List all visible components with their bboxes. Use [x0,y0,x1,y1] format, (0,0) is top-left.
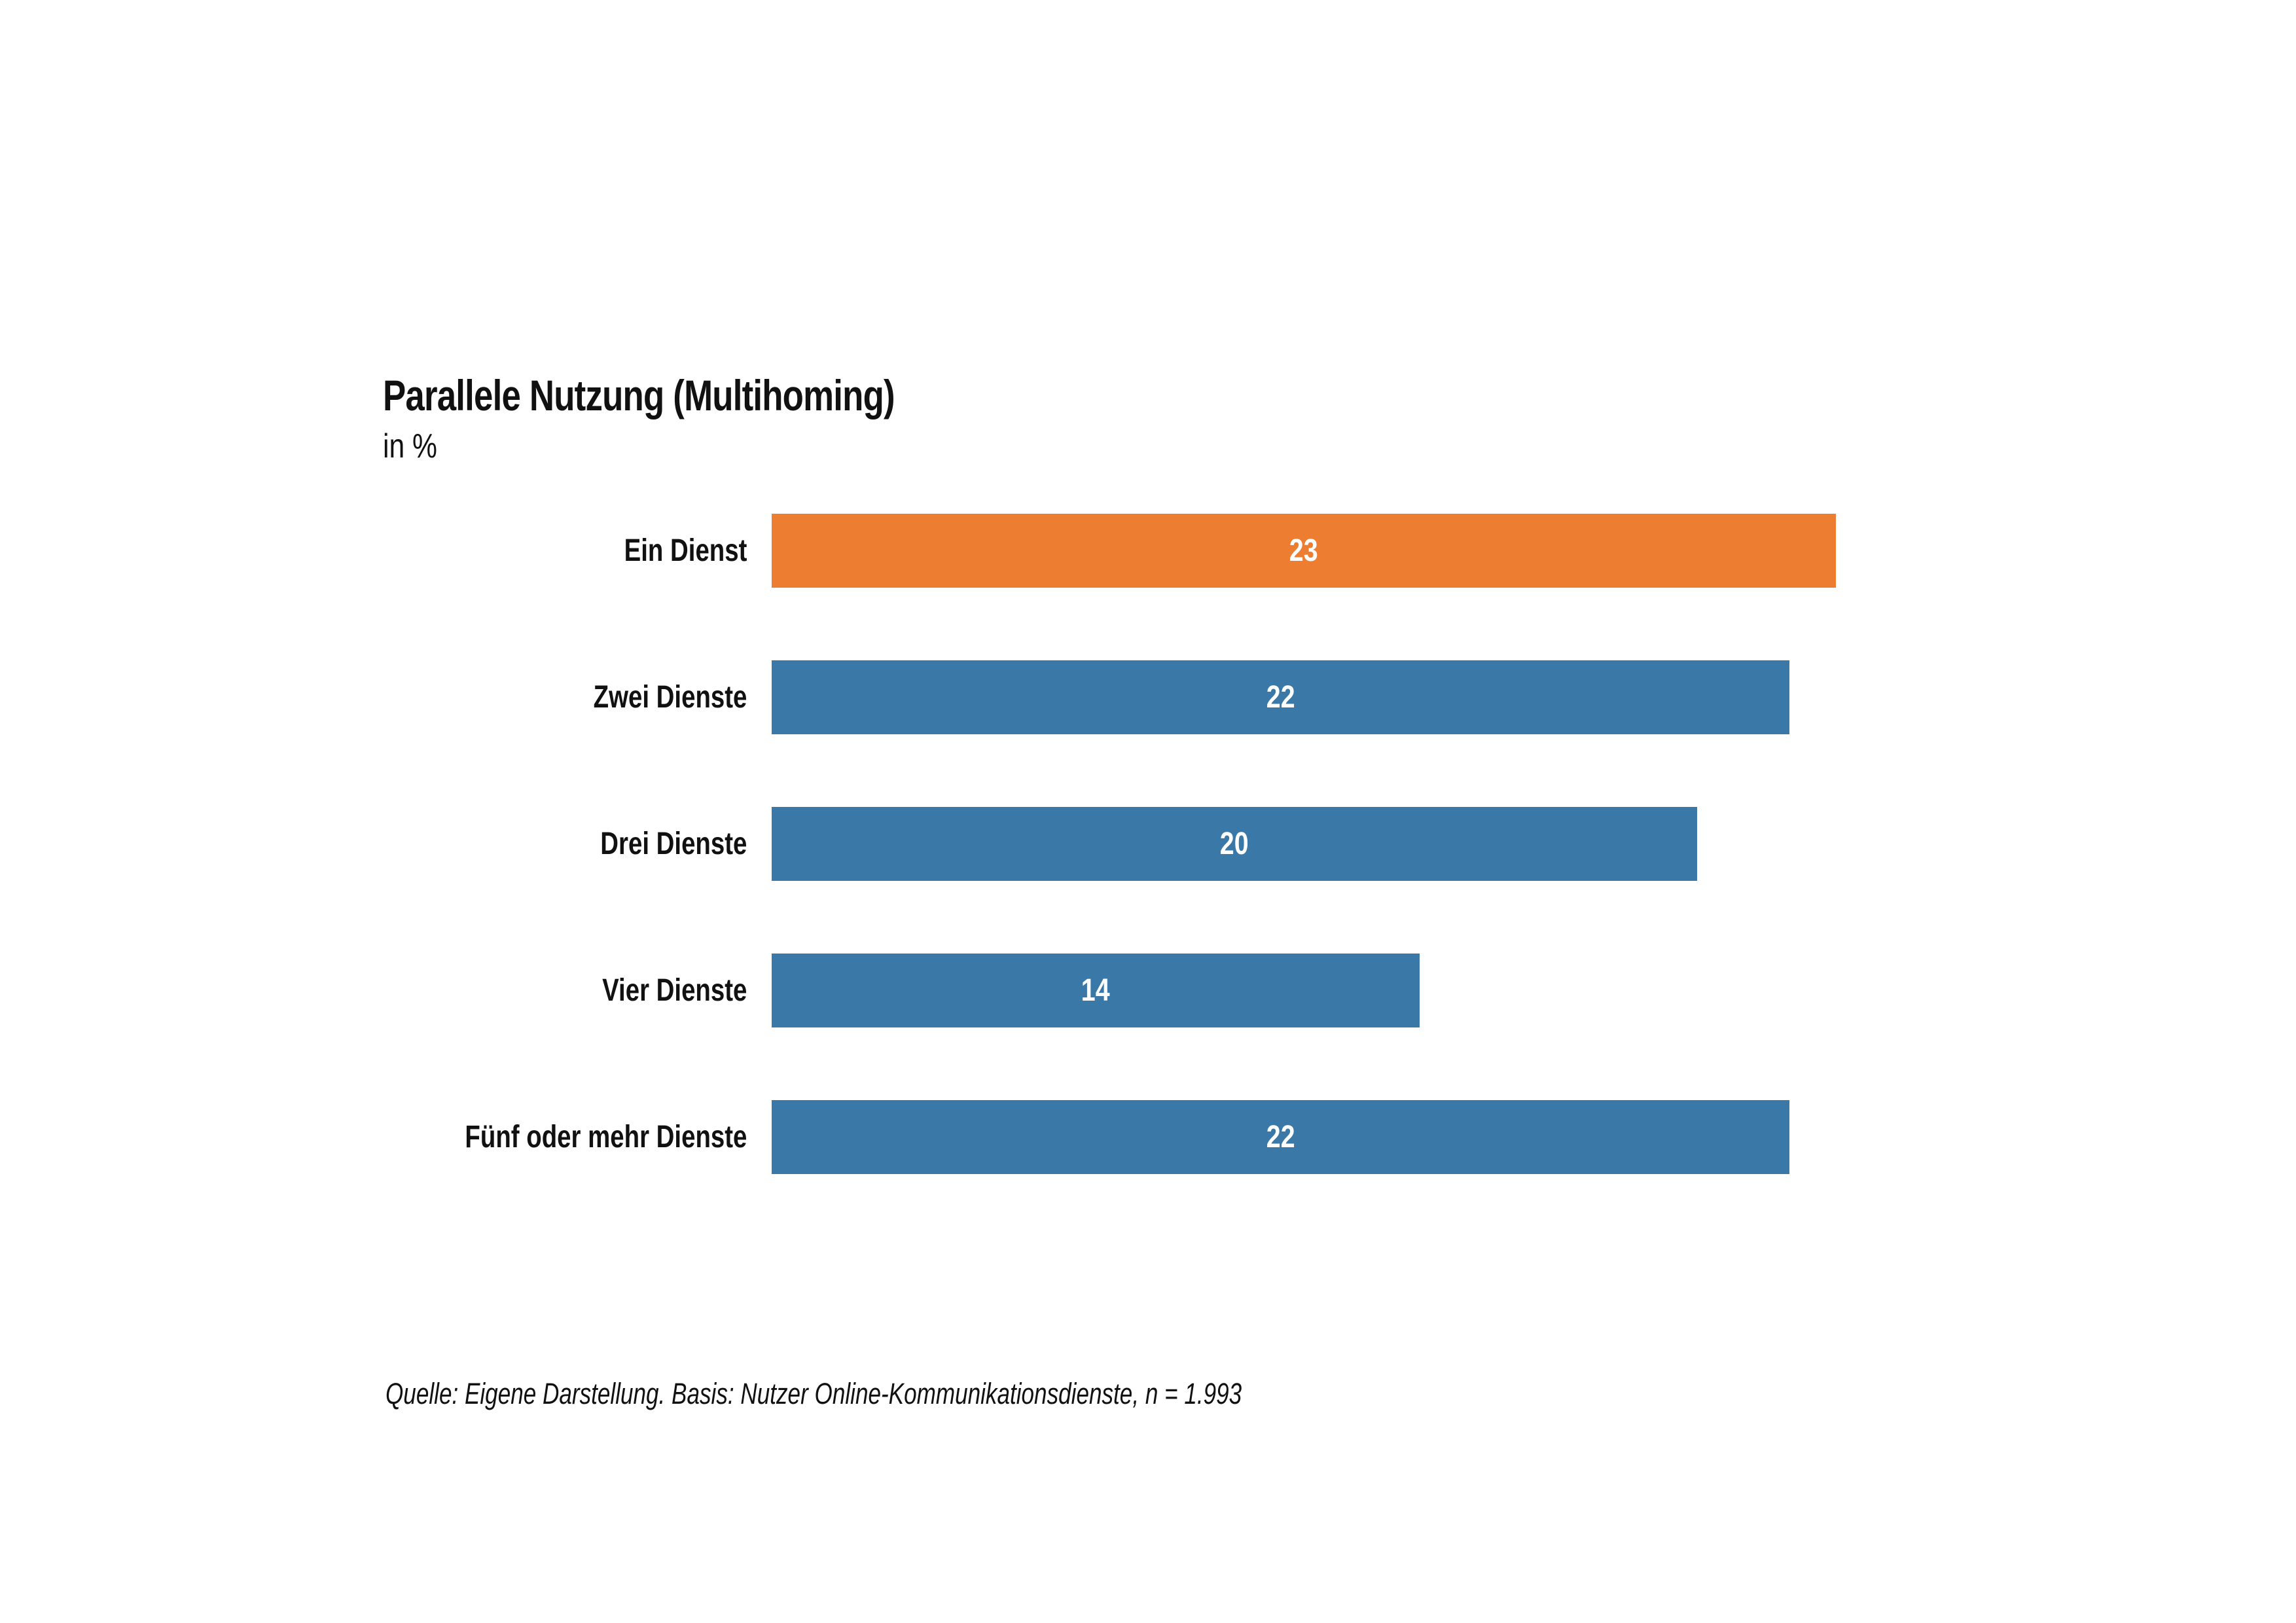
category-label: Fünf oder mehr Dienste [465,1120,747,1154]
value-label: 22 [1266,1120,1295,1154]
bar: 23 [772,514,1836,588]
bar-rows: Ein Dienst 23 Zwei Dienste 22 Drei Dienste 20… [383,514,1836,1247]
bar-row: Vier Dienste 14 [383,954,1836,1027]
bar-track: 22 [772,660,1836,734]
chart-source: Quelle: Eigene Darstellung. Basis: Nutze… [386,1377,1242,1410]
bar-track: 14 [772,954,1836,1027]
category-label: Ein Dienst [624,533,747,568]
value-label: 20 [1220,827,1249,861]
bar-track: 20 [772,807,1836,881]
category-label: Drei Dienste [600,827,747,861]
value-label: 22 [1266,680,1295,715]
category-label: Vier Dienste [602,973,747,1008]
bar-track: 22 [772,1100,1836,1174]
bar: 22 [772,1100,1790,1174]
value-label: 23 [1289,533,1318,568]
bar-track: 23 [772,514,1836,588]
chart-title: Parallele Nutzung (Multihoming) [383,371,895,419]
bar-row: Drei Dienste 20 [383,807,1836,881]
bar: 20 [772,807,1697,881]
bar: 14 [772,954,1420,1027]
bar-row: Zwei Dienste 22 [383,660,1836,734]
chart-subtitle: in % [383,427,437,465]
bar-row: Ein Dienst 23 [383,514,1836,588]
category-label: Zwei Dienste [593,680,747,715]
value-label: 14 [1081,973,1110,1008]
bar: 22 [772,660,1790,734]
bar-row: Fünf oder mehr Dienste 22 [383,1100,1836,1174]
